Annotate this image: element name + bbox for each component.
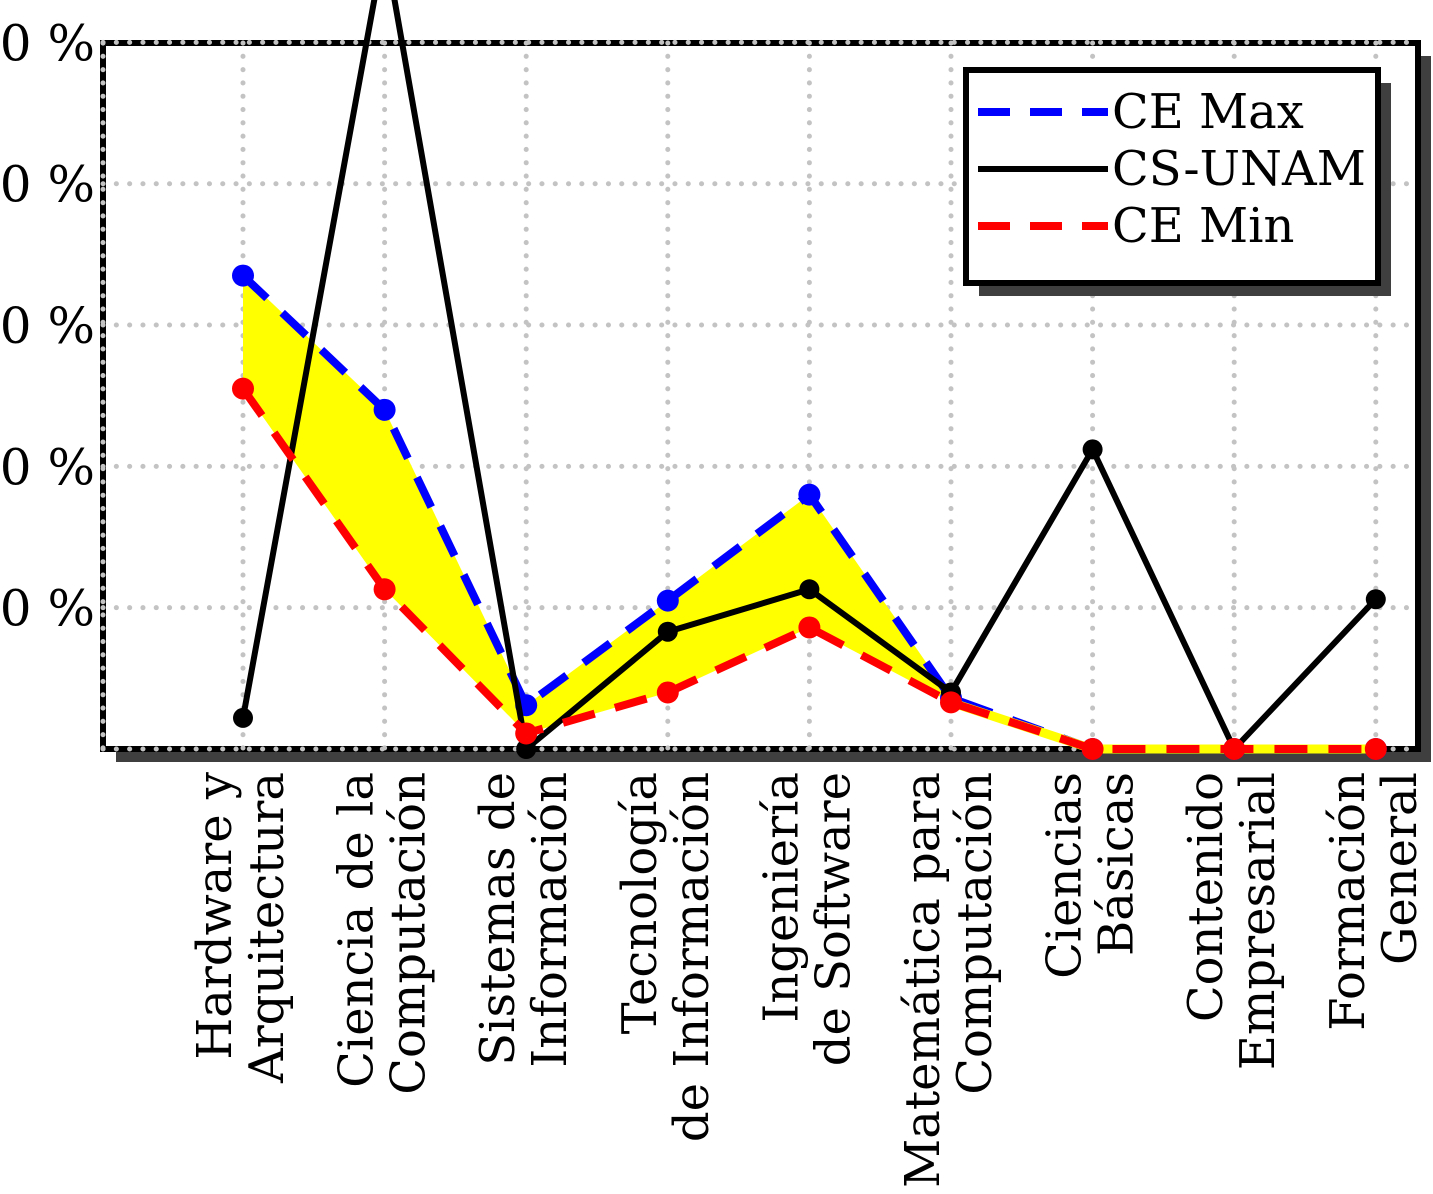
- series-ce-min-point: [798, 616, 821, 639]
- x-category-label-line1: Tecnología: [612, 772, 668, 1034]
- series-ce-min-point: [373, 578, 396, 601]
- series-cs-unam-point: [516, 739, 537, 759]
- x-category-label-line2: Computación: [381, 772, 437, 1095]
- x-category-label-line2: de Software: [805, 772, 861, 1066]
- series-ce-min-point: [940, 691, 962, 714]
- series-cs-unam-point: [657, 621, 678, 642]
- fill-between-band: [243, 275, 1376, 749]
- series-ce-max-point: [232, 264, 254, 287]
- series-ce-min-point: [1081, 738, 1104, 760]
- x-category-label-line2: Información: [522, 772, 578, 1068]
- x-category-label-line2: Empresarial: [1230, 772, 1286, 1070]
- legend-box: [963, 67, 1381, 286]
- series-ce-min-point: [1223, 738, 1246, 760]
- x-category-label-line2: General: [1372, 772, 1428, 965]
- y-tick-label: 40 %: [0, 156, 95, 214]
- series-cs-unam-point: [1082, 439, 1103, 460]
- y-tick-label: 50 %: [0, 14, 95, 72]
- y-tick-label: 30 %: [0, 297, 95, 355]
- series-cs-unam-point: [799, 579, 820, 600]
- series-cs-unam-point: [1365, 589, 1386, 610]
- legend-entry-label: CE Min: [1112, 198, 1294, 254]
- legend-entry-label: CS-UNAM: [1112, 141, 1366, 197]
- x-category-label-line2: Computación: [947, 772, 1003, 1095]
- x-category-label-line1: Hardware y: [187, 772, 243, 1060]
- series-ce-max-point: [373, 398, 396, 421]
- series-ce-min-point: [1364, 738, 1387, 760]
- x-category-label-line2: Arquitectura: [239, 772, 295, 1084]
- series-ce-max-point: [798, 483, 821, 506]
- x-category-label-line1: Contenido: [1178, 772, 1234, 1022]
- x-category-label-line1: Ciencia de la: [329, 772, 385, 1088]
- y-tick-label: 10 %: [0, 580, 95, 638]
- series-ce-max-point: [656, 589, 679, 612]
- x-category-label-line1: Ciencias: [1037, 772, 1093, 979]
- series-cs-unam-point: [233, 707, 253, 728]
- x-category-label-line1: Sistemas de: [470, 772, 526, 1066]
- series-ce-min-point: [656, 681, 679, 704]
- x-category-label-line2: de Información: [664, 772, 720, 1142]
- x-category-label-line1: Matemática para: [895, 772, 951, 1188]
- legend-entry-label: CE Max: [1112, 84, 1304, 140]
- x-category-label-line1: Formación: [1320, 772, 1376, 1031]
- x-category-label-line1: Ingeniería: [753, 772, 809, 1023]
- x-category-label-line2: Básicas: [1089, 772, 1145, 956]
- series-ce-min-point: [232, 377, 254, 400]
- y-tick-label: 20 %: [0, 438, 95, 496]
- series-ce-min-point: [515, 722, 538, 745]
- series-ce-min-line: [239, 386, 1376, 753]
